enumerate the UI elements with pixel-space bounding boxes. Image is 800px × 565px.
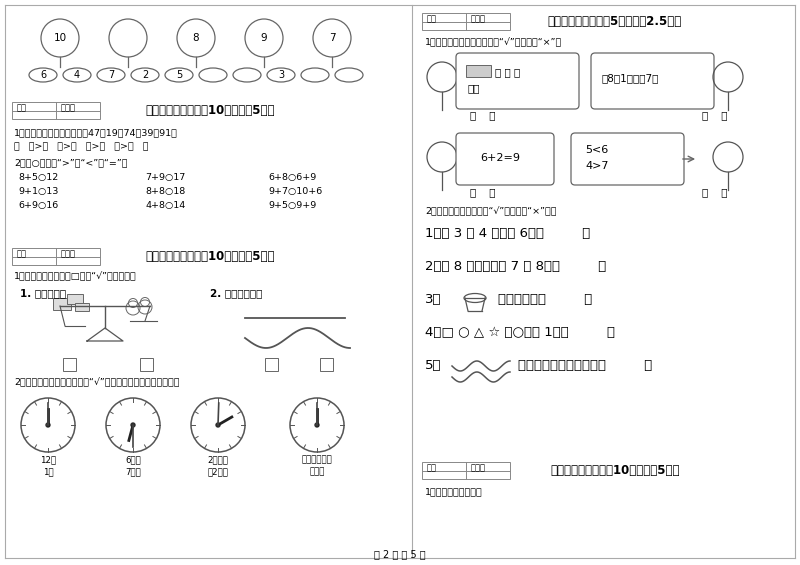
Text: 2、我能在正确的时间下面画“√”，并能正确画出时针和分针。: 2、我能在正确的时间下面画“√”，并能正确画出时针和分针。 xyxy=(14,378,179,387)
Text: 六、数一数（本题入10分，每题5分）: 六、数一数（本题入10分，每题5分） xyxy=(550,464,680,477)
Text: 评卷人: 评卷人 xyxy=(61,250,76,259)
Text: 比8大1的数是7。: 比8大1的数是7。 xyxy=(602,73,659,83)
Text: 7: 7 xyxy=(108,70,114,80)
Text: 4>7: 4>7 xyxy=(585,161,609,171)
Text: 12时: 12时 xyxy=(40,455,56,464)
FancyBboxPatch shape xyxy=(140,358,153,371)
Text: 4、□ ○ △ ☆ ，○排第 1。（         ）: 4、□ ○ △ ☆ ，○排第 1。（ ） xyxy=(425,326,615,339)
Text: 2. 哪根长一些？: 2. 哪根长一些？ xyxy=(210,288,262,298)
Text: 7时半: 7时半 xyxy=(125,467,141,476)
Text: 5、: 5、 xyxy=(425,359,442,372)
Text: 评卷人: 评卷人 xyxy=(471,463,486,472)
Text: 是 长 方: 是 长 方 xyxy=(495,67,520,77)
Text: （    ）: （ ） xyxy=(702,187,727,197)
Text: 7+9○17: 7+9○17 xyxy=(145,173,186,182)
Text: 1. 谁重一些？: 1. 谁重一些？ xyxy=(20,288,66,298)
Text: 得分: 得分 xyxy=(17,103,27,112)
FancyBboxPatch shape xyxy=(75,303,89,311)
Text: 第 2 页 共 5 页: 第 2 页 共 5 页 xyxy=(374,549,426,559)
Text: 4+8○14: 4+8○14 xyxy=(145,201,186,210)
Text: （   ）>（   ）>（   ）>（   ）>（   ）: （ ）>（ ）>（ ）>（ ）>（ ） xyxy=(14,142,149,151)
Circle shape xyxy=(315,423,319,427)
FancyBboxPatch shape xyxy=(571,133,684,185)
FancyBboxPatch shape xyxy=(63,358,76,371)
Text: 2、小法官判案（对的打“√”，错的打“×”）。: 2、小法官判案（对的打“√”，错的打“×”）。 xyxy=(425,207,557,216)
FancyBboxPatch shape xyxy=(53,298,71,310)
Text: 快2时了: 快2时了 xyxy=(207,467,229,476)
Text: 1、他们说的话对吗？对的打“√”，错的打“×”。: 1、他们说的话对吗？对的打“√”，错的打“×”。 xyxy=(425,38,562,47)
Text: 2、与 8 相邻的数是 7 和 8。（         ）: 2、与 8 相邻的数是 7 和 8。（ ） xyxy=(425,260,606,273)
Text: 10: 10 xyxy=(54,33,66,43)
FancyBboxPatch shape xyxy=(320,358,333,371)
Text: （    ）: （ ） xyxy=(470,110,495,120)
Text: 的时间: 的时间 xyxy=(310,467,325,476)
FancyBboxPatch shape xyxy=(265,358,278,371)
Text: 6+8○6+9: 6+8○6+9 xyxy=(268,173,316,182)
Text: 这两根绳子不一样长。（         ）: 这两根绳子不一样长。（ ） xyxy=(518,359,652,372)
Text: 9: 9 xyxy=(261,33,267,43)
Text: 9+1○13: 9+1○13 xyxy=(18,187,58,196)
Text: 6: 6 xyxy=(40,70,46,80)
Text: 9+5○9+9: 9+5○9+9 xyxy=(268,201,316,210)
Text: 形。: 形。 xyxy=(468,83,481,93)
Text: 评卷人: 评卷人 xyxy=(471,15,486,24)
Text: 3: 3 xyxy=(278,70,284,80)
Text: 1、从大到小排列下面的数：47，19，74，39，91。: 1、从大到小排列下面的数：47，19，74，39，91。 xyxy=(14,128,178,137)
FancyBboxPatch shape xyxy=(67,294,83,304)
Text: 8+8○18: 8+8○18 xyxy=(145,187,186,196)
Text: 7: 7 xyxy=(329,33,335,43)
Text: 6+9○16: 6+9○16 xyxy=(18,201,58,210)
Text: 得分: 得分 xyxy=(427,463,437,472)
FancyBboxPatch shape xyxy=(466,65,491,77)
Text: 2、在○里填上“>”、“<”或“=”。: 2、在○里填上“>”、“<”或“=”。 xyxy=(14,158,127,167)
Text: 8+5○12: 8+5○12 xyxy=(18,173,58,182)
FancyBboxPatch shape xyxy=(12,102,100,119)
Text: 1、数一数，分一分。: 1、数一数，分一分。 xyxy=(425,487,482,496)
Text: 6时半: 6时半 xyxy=(125,455,141,464)
Text: 1时: 1时 xyxy=(42,467,54,476)
Circle shape xyxy=(131,423,135,427)
Text: 6+2=9: 6+2=9 xyxy=(480,153,520,163)
Text: 三、我会比（本题入10分，每题5分）: 三、我会比（本题入10分，每题5分） xyxy=(146,104,274,117)
FancyBboxPatch shape xyxy=(422,13,510,30)
Circle shape xyxy=(46,423,50,427)
FancyBboxPatch shape xyxy=(591,53,714,109)
Text: （    ）: （ ） xyxy=(470,187,495,197)
Text: 得分: 得分 xyxy=(17,250,27,259)
Text: 8: 8 xyxy=(193,33,199,43)
Circle shape xyxy=(216,423,220,427)
FancyBboxPatch shape xyxy=(456,133,554,185)
Text: 五、对与错（本题共5分，每题2.5分）: 五、对与错（本题共5分，每题2.5分） xyxy=(548,15,682,28)
FancyBboxPatch shape xyxy=(422,462,510,479)
Text: 四、选一选（本题入10分，每题5分）: 四、选一选（本题入10分，每题5分） xyxy=(146,250,274,263)
FancyBboxPatch shape xyxy=(12,248,100,265)
Text: （    ）: （ ） xyxy=(702,110,727,120)
Text: 2时刚过: 2时刚过 xyxy=(207,455,229,464)
FancyBboxPatch shape xyxy=(456,53,579,109)
Text: 1、比 3 多 4 的数是 6。（         ）: 1、比 3 多 4 的数是 6。（ ） xyxy=(425,227,590,240)
Text: 评卷人: 评卷人 xyxy=(61,103,76,112)
Text: 9+7○10+6: 9+7○10+6 xyxy=(268,187,322,196)
Text: 5<6: 5<6 xyxy=(585,145,608,155)
Text: 3、: 3、 xyxy=(425,293,442,306)
Text: 2: 2 xyxy=(142,70,148,80)
Text: 1、在正确答案下面的□里画“√”，选一选。: 1、在正确答案下面的□里画“√”，选一选。 xyxy=(14,272,137,281)
Text: 4: 4 xyxy=(74,70,80,80)
Text: 5: 5 xyxy=(176,70,182,80)
Text: 得分: 得分 xyxy=(427,15,437,24)
Text: 回上你吃午饭: 回上你吃午饭 xyxy=(302,455,332,464)
Text: 不是圆柱。（         ）: 不是圆柱。（ ） xyxy=(498,293,592,306)
